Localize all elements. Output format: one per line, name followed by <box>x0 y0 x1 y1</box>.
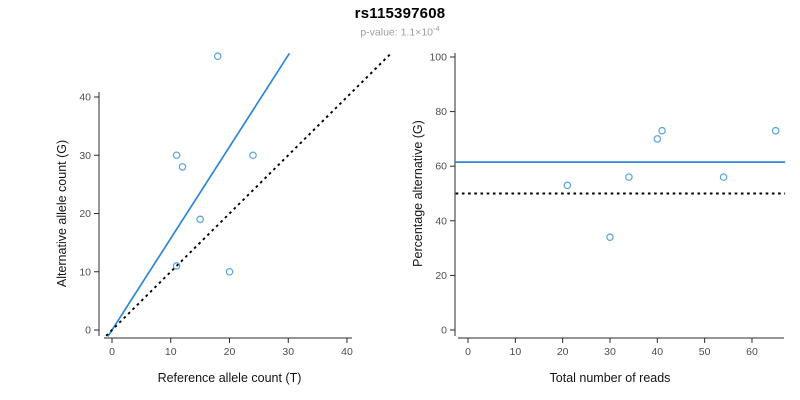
data-point <box>172 262 181 270</box>
data-point <box>653 135 662 143</box>
y-tick-label: 10 <box>79 266 91 278</box>
data-point <box>196 215 204 224</box>
data-point <box>225 267 234 276</box>
data-point <box>213 52 222 61</box>
data-point <box>563 181 572 190</box>
x-tick-label: 60 <box>746 346 758 358</box>
data-point <box>719 173 728 181</box>
y-tick-label: 0 <box>85 325 91 337</box>
y-tick-label: 0 <box>441 325 447 337</box>
y-axis-label: Alternative allele count (G) <box>55 140 69 287</box>
y-tick-label: 30 <box>79 150 91 162</box>
identity-line <box>105 53 391 337</box>
data-point <box>771 126 780 135</box>
x-tick-label: 40 <box>341 346 353 358</box>
y-tick-label: 20 <box>435 270 447 282</box>
x-tick-label: 0 <box>465 346 471 358</box>
left-panel: 0 10 20 30 40 0 10 20 30 40 Reference allele count… <box>55 52 391 385</box>
x-tick-label: 50 <box>699 346 711 358</box>
data-point <box>249 151 257 160</box>
x-tick-label: 10 <box>165 346 177 358</box>
pvalue-text: p-value: 1.1×10 <box>360 26 433 39</box>
right-panel: 0 10 20 30 40 50 60 0 20 40 60 80 100 Total number of… <box>411 52 786 385</box>
x-tick-label: 30 <box>282 346 294 358</box>
x-tick-label: 40 <box>651 346 663 358</box>
x-tick-label: 20 <box>557 346 569 358</box>
y-tick-label: 100 <box>429 52 447 64</box>
plot-title: rs115397608 <box>354 5 446 22</box>
y-tick-label: 40 <box>79 92 91 104</box>
data-point <box>625 173 633 181</box>
x-axis-label: Total number of reads <box>550 371 671 385</box>
data-point <box>172 151 181 160</box>
x-tick-label: 30 <box>604 346 616 358</box>
pvalue-exponent: -4 <box>433 24 440 33</box>
x-axis-label: Reference allele count (T) <box>158 371 302 385</box>
x-tick-label: 20 <box>224 346 236 358</box>
fitted-ratio-line <box>107 52 291 337</box>
x-tick-label: 10 <box>509 346 521 358</box>
data-point <box>606 233 614 241</box>
y-tick-label: 80 <box>435 106 447 118</box>
x-tick-label: 0 <box>109 346 115 358</box>
y-tick-label: 40 <box>435 215 447 227</box>
data-point <box>658 126 666 135</box>
data-point <box>178 163 187 171</box>
plot-subtitle: p-value: 1.1×10-4 <box>0 24 800 39</box>
y-tick-label: 20 <box>79 208 91 220</box>
y-axis-label: Percentage alternative (G) <box>411 120 425 267</box>
y-tick-label: 60 <box>435 161 447 173</box>
